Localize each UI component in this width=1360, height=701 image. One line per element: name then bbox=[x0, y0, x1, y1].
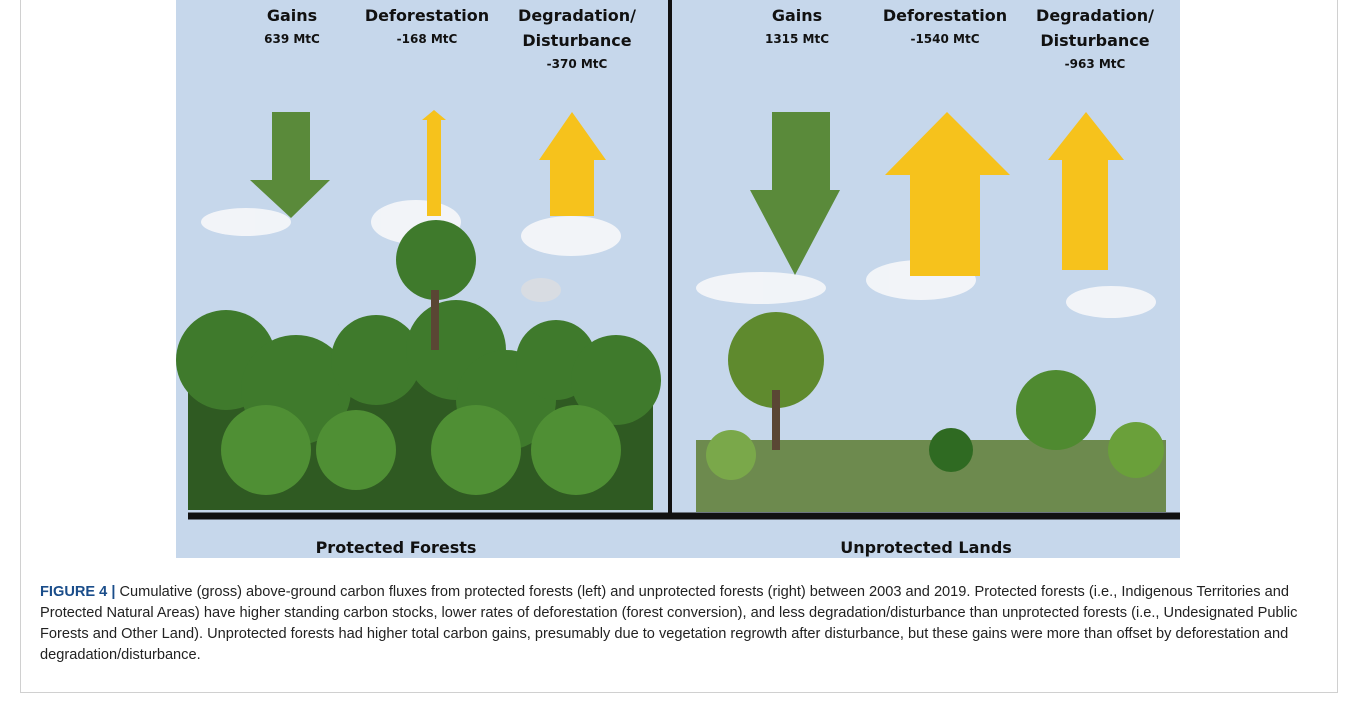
protected-forest bbox=[176, 220, 661, 510]
clouds bbox=[201, 200, 1156, 318]
unprotected-lands bbox=[696, 312, 1166, 512]
caption: FIGURE 4 | Cumulative (gross) above-grou… bbox=[40, 582, 1330, 666]
illustration bbox=[176, 0, 1180, 520]
flux-label: Gains 639 MtC bbox=[264, 6, 320, 46]
panel-title: Unprotected Lands bbox=[840, 538, 1012, 557]
flux-label: Deforestation -168 MtC bbox=[364, 6, 490, 46]
flux-arrows bbox=[250, 110, 1124, 276]
flux-label: Deforestation -1540 MtC bbox=[882, 6, 1008, 46]
flux-label: Gains 1315 MtC bbox=[764, 6, 830, 46]
figure-frame bbox=[20, 0, 1338, 693]
caption-text: Cumulative (gross) above-ground carbon f… bbox=[40, 584, 1298, 663]
flux-label: Degradation/ Disturbance -370 MtC bbox=[518, 6, 636, 71]
figure: Gains 639 MtC Deforestation -168 MtC Degra… bbox=[176, 0, 1180, 558]
panel-title: Protected Forests bbox=[315, 538, 477, 557]
flux-label: Degradation/ Disturbance -963 MtC bbox=[1036, 6, 1154, 71]
caption-label: FIGURE 4 | bbox=[40, 584, 116, 600]
